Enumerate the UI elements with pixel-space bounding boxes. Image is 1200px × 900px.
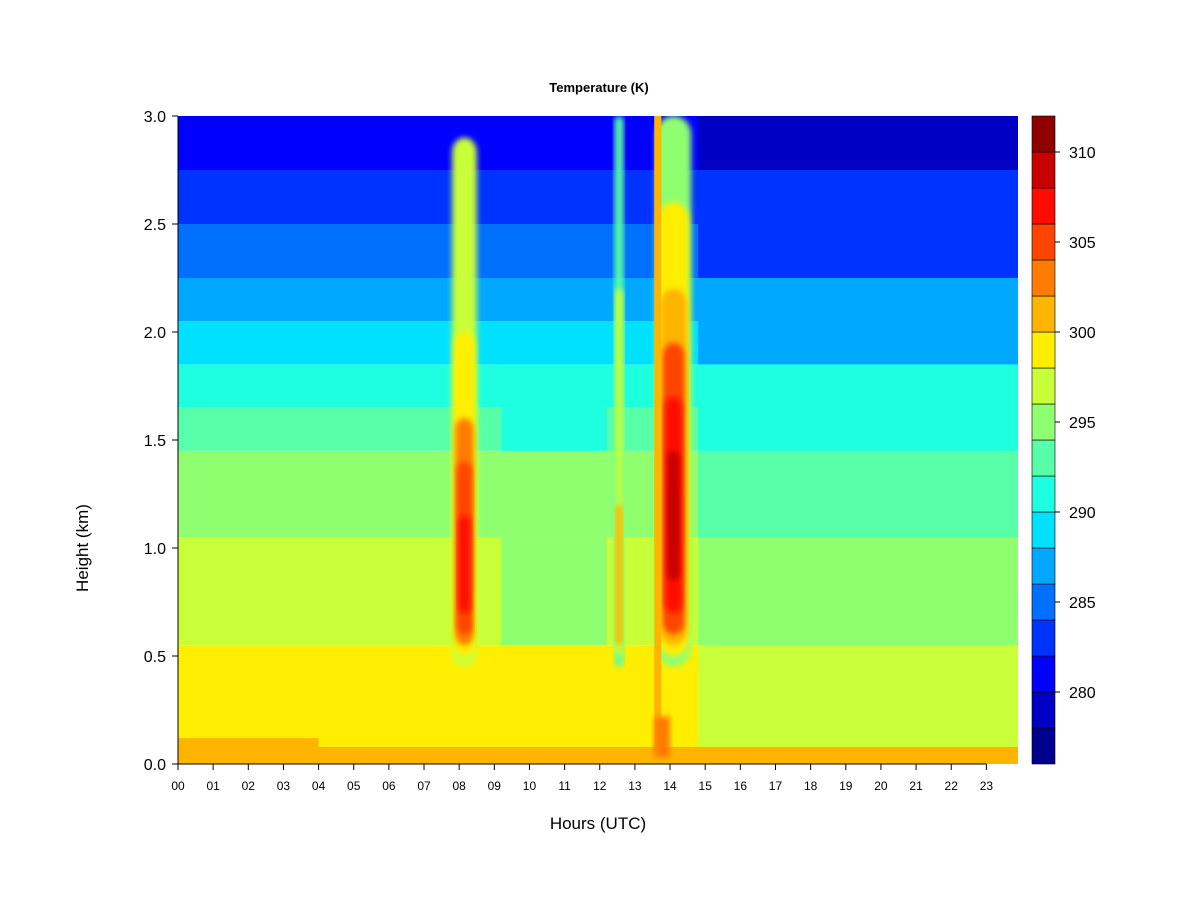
colorbar-swatch xyxy=(1031,187,1056,225)
heatmap-background-bands xyxy=(178,116,1018,764)
y-tick-label: 1.0 xyxy=(144,541,166,558)
colorbar-tick-label: 280 xyxy=(1069,685,1096,702)
x-tick-label: 23 xyxy=(980,779,994,793)
plume-1-layer xyxy=(458,515,471,613)
colorbar-swatch xyxy=(1031,619,1056,657)
y-tick-label: 2.5 xyxy=(144,217,166,234)
surface-hot-spot xyxy=(654,716,671,758)
x-tick-label: 18 xyxy=(804,779,818,793)
colorbar-swatch xyxy=(1031,511,1056,549)
x-tick-label: 10 xyxy=(523,779,537,793)
colorbar-swatch xyxy=(1031,403,1056,441)
x-tick-label: 09 xyxy=(488,779,502,793)
colorbar-swatch xyxy=(1031,439,1056,477)
x-tick-label: 15 xyxy=(699,779,713,793)
surface-warm-layer xyxy=(178,738,319,764)
colorbar-swatch xyxy=(1031,547,1056,585)
y-tick-label: 2.0 xyxy=(144,325,166,342)
heatmap-warm-plumes xyxy=(452,116,692,758)
colorbar-swatch xyxy=(1031,331,1056,369)
colorbar-tick-label: 295 xyxy=(1069,415,1096,432)
x-tick-label: 20 xyxy=(874,779,888,793)
colorbar-tick-label: 305 xyxy=(1069,235,1096,252)
colorbar-tick-label: 310 xyxy=(1069,145,1096,162)
plume-3-layer xyxy=(669,483,678,548)
x-tick-label: 12 xyxy=(593,779,607,793)
colorbar-swatch xyxy=(1031,655,1056,693)
colorbar-swatch xyxy=(1031,583,1056,621)
heatmap-band-cool xyxy=(698,278,1018,365)
x-tick-label: 17 xyxy=(769,779,783,793)
heatmap-band-transition xyxy=(501,364,607,451)
plot-area xyxy=(178,116,1018,764)
x-tick-label: 04 xyxy=(312,779,326,793)
colorbar-swatch xyxy=(1031,295,1056,333)
x-tick-label: 02 xyxy=(242,779,256,793)
heatmap-band-transition xyxy=(501,537,607,646)
heatmap-band xyxy=(178,746,1018,764)
colorbar-swatch xyxy=(1031,691,1056,729)
colorbar-swatch xyxy=(1031,115,1056,153)
colorbar-swatch xyxy=(1031,475,1056,513)
heatmap-band-cool xyxy=(698,450,1018,538)
y-axis: 0.0 0.5 1.0 1.5 2.0 2.5 3.0 xyxy=(144,109,179,774)
chart-title: Temperature (K) xyxy=(549,80,648,95)
x-tick-label: 05 xyxy=(347,779,361,793)
x-tick-label: 22 xyxy=(945,779,959,793)
colorbar-swatch xyxy=(1031,367,1056,405)
x-tick-label: 16 xyxy=(734,779,748,793)
x-tick-label: 00 xyxy=(171,779,185,793)
y-tick-label: 3.0 xyxy=(144,109,166,126)
plume-column xyxy=(654,116,662,754)
x-tick-label: 13 xyxy=(628,779,642,793)
colorbar-swatch xyxy=(1031,727,1056,765)
x-tick-label: 21 xyxy=(909,779,923,793)
heatmap-band-cool xyxy=(698,537,1018,646)
y-tick-label: 0.0 xyxy=(144,757,166,774)
x-tick-label: 07 xyxy=(417,779,431,793)
x-axis: 00 01 02 03 04 05 06 07 08 09 10 11 12 13 14 15 16 17 18 19… xyxy=(171,763,994,793)
colorbar: 280 285 290 295 300 305 310 xyxy=(1031,115,1096,765)
x-tick-label: 01 xyxy=(206,779,220,793)
plume-2-layer xyxy=(615,504,623,646)
x-tick-label: 11 xyxy=(558,779,571,793)
y-tick-label: 1.5 xyxy=(144,433,166,450)
y-tick-label: 0.5 xyxy=(144,649,166,666)
y-axis-label: Height (km) xyxy=(73,504,92,592)
x-tick-label: 03 xyxy=(277,779,291,793)
colorbar-tick-label: 300 xyxy=(1069,325,1096,342)
x-tick-label: 19 xyxy=(839,779,853,793)
heatmap-band-cool xyxy=(698,170,1018,278)
x-tick-label: 14 xyxy=(663,779,677,793)
colorbar-swatch xyxy=(1031,151,1056,189)
colorbar-swatch xyxy=(1031,259,1056,297)
colorbar-swatch xyxy=(1031,223,1056,261)
heatmap-band-cool xyxy=(698,645,1018,747)
heatmap-band-cool xyxy=(698,364,1018,451)
colorbar-tick-label: 290 xyxy=(1069,505,1096,522)
heatmap-band-cool xyxy=(698,116,1018,170)
x-tick-label: 06 xyxy=(382,779,396,793)
x-axis-label: Hours (UTC) xyxy=(550,814,646,833)
colorbar-tick-label: 285 xyxy=(1069,595,1096,612)
x-tick-label: 08 xyxy=(452,779,466,793)
